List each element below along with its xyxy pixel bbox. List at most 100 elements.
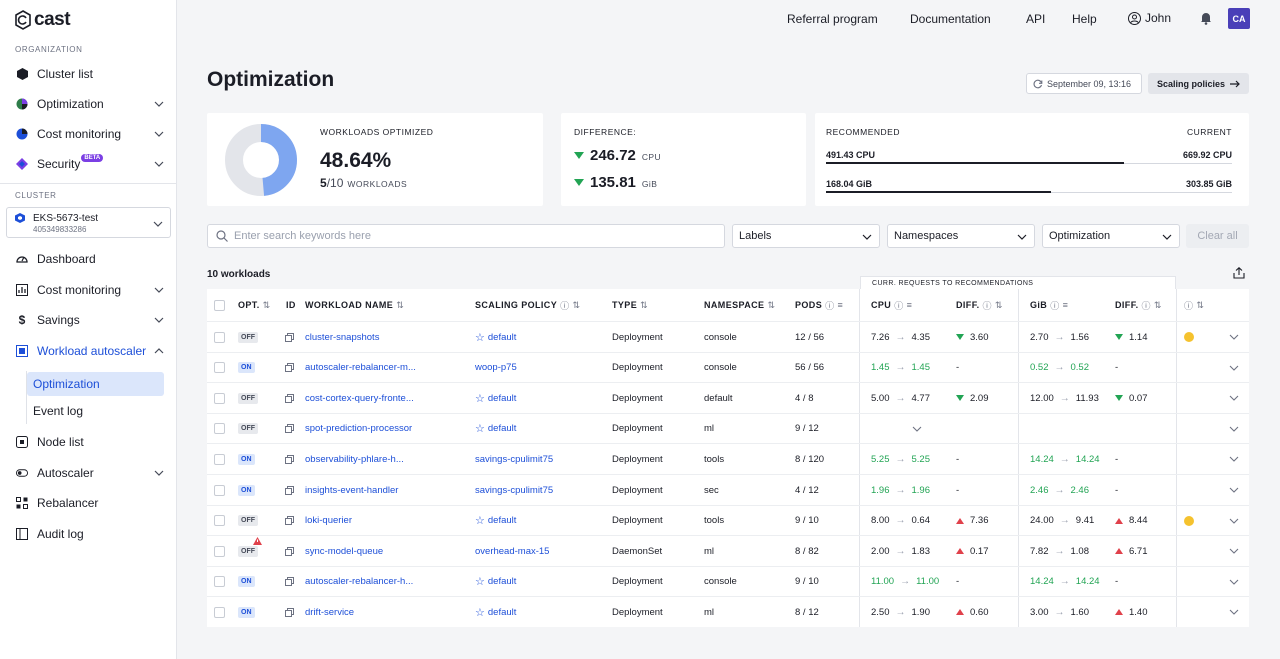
nav-savings[interactable]: $ Savings — [6, 307, 170, 333]
table-row[interactable]: ON insights-event-handler savings-cpulimit… — [207, 474, 1249, 505]
header-namespace[interactable]: NAMESPACE ⇅ — [704, 289, 775, 321]
bell-icon[interactable] — [1199, 11, 1213, 25]
sub-event-log[interactable]: Event log — [33, 404, 84, 418]
avatar[interactable]: CA — [1228, 8, 1250, 29]
copy-icon[interactable] — [285, 332, 294, 342]
chevron-down-icon[interactable] — [1229, 578, 1239, 586]
header-status[interactable]: ⓘ ⇅ — [1184, 289, 1204, 321]
scaling-policy-cell[interactable]: ☆ default — [475, 322, 516, 352]
nav-security[interactable]: Security BETA — [6, 151, 170, 177]
chevron-down-icon[interactable] — [1229, 486, 1239, 494]
chevron-down-icon[interactable] — [1229, 608, 1239, 616]
header-gib-diff[interactable]: DIFF. ⓘ ⇅ — [1115, 289, 1162, 321]
row-checkbox[interactable] — [214, 392, 225, 404]
chevron-up-icon[interactable] — [154, 346, 164, 356]
chevron-down-icon[interactable] — [154, 468, 164, 478]
workload-name[interactable]: sync-model-queue — [305, 545, 384, 557]
opt-badge[interactable]: ON — [238, 453, 255, 465]
copy-icon[interactable] — [285, 546, 294, 556]
workload-name[interactable]: autoscaler-rebalancer-h... — [305, 576, 414, 588]
chevron-down-icon[interactable] — [154, 99, 164, 109]
header-gib[interactable]: GiB ⓘ ≡ — [1030, 289, 1068, 321]
table-row[interactable]: ON autoscaler-rebalancer-h... ☆ default Depl… — [207, 565, 1249, 597]
sub-optimization[interactable]: Optimization — [27, 372, 164, 396]
copy-icon[interactable] — [285, 516, 294, 526]
referral-link[interactable]: Referral program — [787, 12, 878, 26]
copy-icon[interactable] — [285, 424, 294, 434]
scaling-policy-cell[interactable]: overhead-max-15 — [475, 536, 549, 566]
scaling-policy-cell[interactable]: ☆ default — [475, 597, 516, 627]
table-row[interactable]: ON autoscaler-rebalancer-m... woop-p75 Depl… — [207, 351, 1249, 383]
scaling-policy-cell[interactable]: ☆ default — [475, 506, 516, 536]
chevron-down-icon[interactable] — [1229, 455, 1239, 463]
chevron-down-icon[interactable] — [1229, 333, 1239, 341]
row-checkbox[interactable] — [214, 545, 225, 557]
scaling-policy-cell[interactable]: ☆ default — [475, 567, 516, 597]
opt-badge[interactable]: OFF — [238, 515, 258, 527]
row-checkbox[interactable] — [214, 515, 225, 527]
scaling-policy-cell[interactable]: woop-p75 — [475, 353, 517, 383]
brand-logo[interactable]: cast — [14, 9, 71, 31]
header-workload-name[interactable]: WORKLOAD NAME ⇅ — [305, 289, 404, 321]
table-row[interactable]: OFF spot-prediction-processor ☆ default Depl… — [207, 412, 1249, 444]
table-row[interactable]: OFF sync-model-queue overhead-max-15 Daemon… — [207, 535, 1249, 566]
header-type[interactable]: TYPE ⇅ — [612, 289, 648, 321]
warning-dot-icon[interactable] — [1184, 332, 1194, 342]
workload-name[interactable]: autoscaler-rebalancer-m... — [305, 362, 416, 374]
warning-dot-icon[interactable] — [1184, 515, 1194, 526]
chevron-down-icon[interactable] — [154, 159, 164, 169]
workload-name[interactable]: insights-event-handler — [305, 484, 399, 496]
scaling-policy-cell[interactable]: savings-cpulimit75 — [475, 444, 553, 474]
namespaces-dropdown[interactable]: Namespaces — [887, 224, 1035, 248]
row-checkbox[interactable] — [214, 362, 225, 374]
chevron-down-icon[interactable] — [1229, 425, 1239, 433]
nav-audit-log[interactable]: Audit log — [6, 521, 170, 547]
opt-badge[interactable]: OFF — [238, 331, 258, 343]
header-scaling-policy[interactable]: SCALING POLICY ⓘ ⇅ — [475, 289, 580, 321]
row-checkbox[interactable] — [214, 331, 225, 343]
workload-name[interactable]: cluster-snapshots — [305, 331, 380, 343]
select-all-checkbox[interactable] — [214, 299, 225, 311]
nav-rebalancer[interactable]: Rebalancer — [6, 490, 170, 516]
labels-dropdown[interactable]: Labels — [732, 224, 880, 248]
nav-autoscaler[interactable]: Autoscaler — [6, 460, 170, 486]
nav-node-list[interactable]: Node list — [6, 429, 170, 455]
search-input[interactable] — [234, 230, 704, 242]
nav-optimization[interactable]: Optimization — [6, 91, 170, 117]
cluster-selector[interactable]: EKS-5673-test 405349833286 — [6, 207, 171, 238]
chevron-down-icon[interactable] — [1229, 394, 1239, 402]
header-pods[interactable]: PODS ⓘ ≡ — [795, 289, 843, 321]
table-row[interactable]: OFF loki-querier ☆ default Deployment tools 9 … — [207, 504, 1249, 536]
workload-name[interactable]: spot-prediction-processor — [305, 423, 413, 435]
api-link[interactable]: API — [1026, 12, 1046, 26]
header-cpu-diff[interactable]: DIFF. ⓘ ⇅ — [956, 289, 1003, 321]
header-cpu[interactable]: CPU ⓘ ≡ — [871, 289, 912, 321]
refresh-date[interactable]: September 09, 13:16 — [1026, 73, 1142, 94]
copy-icon[interactable] — [285, 454, 294, 464]
opt-badge[interactable]: OFF — [238, 423, 258, 435]
workload-name[interactable]: cost-cortex-query-fronte... — [305, 392, 414, 404]
nav-cost-monitoring-org[interactable]: Cost monitoring — [6, 121, 170, 147]
workload-name[interactable]: drift-service — [305, 606, 355, 618]
opt-badge[interactable]: OFF — [238, 392, 258, 404]
search-box[interactable] — [207, 224, 725, 248]
help-link[interactable]: Help — [1072, 12, 1097, 26]
nav-cluster-list[interactable]: Cluster list — [6, 61, 170, 87]
chevron-down-icon[interactable] — [154, 315, 164, 325]
chevron-down-icon[interactable] — [1229, 364, 1239, 372]
optimization-dropdown[interactable]: Optimization — [1042, 224, 1180, 248]
header-opt[interactable]: OPT. ⇅ — [238, 289, 271, 321]
row-checkbox[interactable] — [214, 576, 225, 588]
chevron-down-icon[interactable] — [1229, 547, 1239, 555]
row-checkbox[interactable] — [214, 606, 225, 618]
scaling-policy-cell[interactable]: ☆ default — [475, 383, 516, 413]
workload-name[interactable]: loki-querier — [305, 515, 352, 527]
copy-icon[interactable] — [285, 393, 294, 403]
workload-name[interactable]: observability-phlare-h... — [305, 453, 404, 465]
scaling-policy-cell[interactable]: savings-cpulimit75 — [475, 475, 553, 505]
documentation-link[interactable]: Documentation — [910, 12, 991, 26]
scaling-policies-button[interactable]: Scaling policies — [1148, 73, 1249, 94]
opt-badge[interactable]: ON — [238, 484, 255, 496]
table-row[interactable]: OFF cost-cortex-query-fronte... ☆ default De… — [207, 382, 1249, 413]
table-row[interactable]: ON drift-service ☆ default Deployment ml 8 / 1… — [207, 596, 1249, 627]
